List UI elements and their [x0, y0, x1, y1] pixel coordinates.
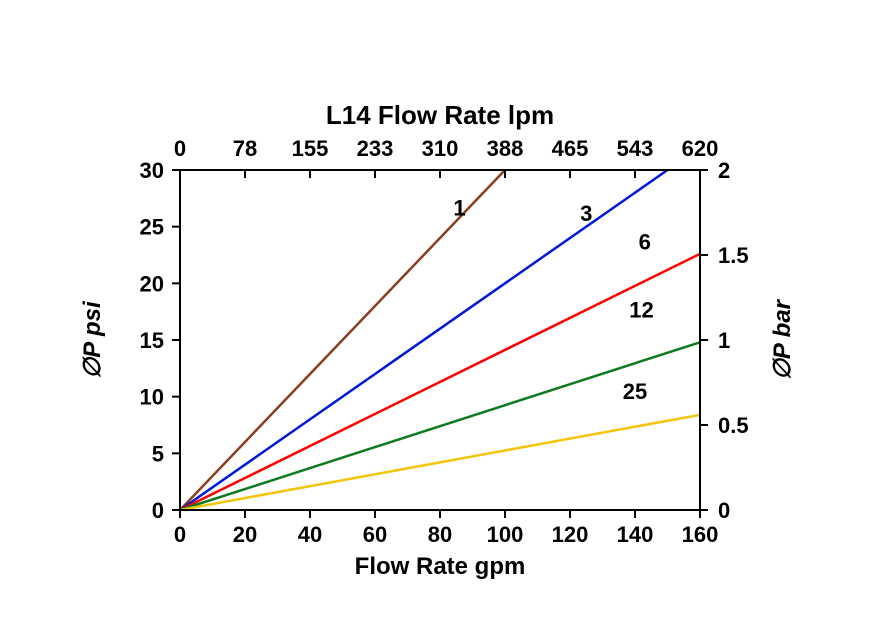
chart-container: 020406080100120140160Flow Rate gpm078155…	[0, 0, 874, 642]
y-right-tick-label: 0	[718, 498, 730, 523]
x-bottom-tick-label: 140	[617, 522, 654, 547]
y-left-axis-label: ∅P psi	[79, 300, 106, 379]
x-bottom-axis-label: Flow Rate gpm	[355, 553, 526, 580]
y-left-tick-label: 10	[140, 385, 164, 410]
y-right-tick-label: 1.5	[718, 243, 749, 268]
x-bottom-tick-label: 160	[682, 522, 719, 547]
x-top-tick-label: 155	[292, 136, 329, 161]
y-right-tick-label: 1	[718, 328, 730, 353]
series-label-1: 1	[453, 195, 465, 220]
y-left-tick-label: 30	[140, 158, 164, 183]
x-bottom-tick-label: 60	[363, 522, 387, 547]
series-label-6: 6	[639, 229, 651, 254]
x-top-tick-label: 0	[174, 136, 186, 161]
x-top-tick-label: 78	[233, 136, 257, 161]
x-top-tick-label: 620	[682, 136, 719, 161]
y-left-tick-label: 0	[152, 498, 164, 523]
x-top-tick-label: 543	[617, 136, 654, 161]
x-top-tick-label: 233	[357, 136, 394, 161]
x-bottom-tick-label: 80	[428, 522, 452, 547]
x-bottom-tick-label: 0	[174, 522, 186, 547]
x-bottom-tick-label: 20	[233, 522, 257, 547]
y-left-tick-label: 5	[152, 441, 164, 466]
series-label-12: 12	[629, 297, 653, 322]
x-bottom-tick-label: 100	[487, 522, 524, 547]
x-bottom-tick-label: 120	[552, 522, 589, 547]
y-left-tick-label: 15	[140, 328, 164, 353]
chart-title: L14 Flow Rate lpm	[326, 100, 554, 130]
x-top-tick-label: 388	[487, 136, 524, 161]
x-top-tick-label: 310	[422, 136, 459, 161]
y-right-tick-label: 2	[718, 158, 730, 183]
y-right-tick-label: 0.5	[718, 413, 749, 438]
series-label-25: 25	[623, 379, 647, 404]
y-right-axis-label: ∅P bar	[769, 298, 796, 380]
y-left-tick-label: 20	[140, 271, 164, 296]
y-left-tick-label: 25	[140, 215, 164, 240]
x-top-tick-label: 465	[552, 136, 589, 161]
series-label-3: 3	[580, 201, 592, 226]
pressure-flow-chart: 020406080100120140160Flow Rate gpm078155…	[0, 0, 874, 642]
x-bottom-tick-label: 40	[298, 522, 322, 547]
